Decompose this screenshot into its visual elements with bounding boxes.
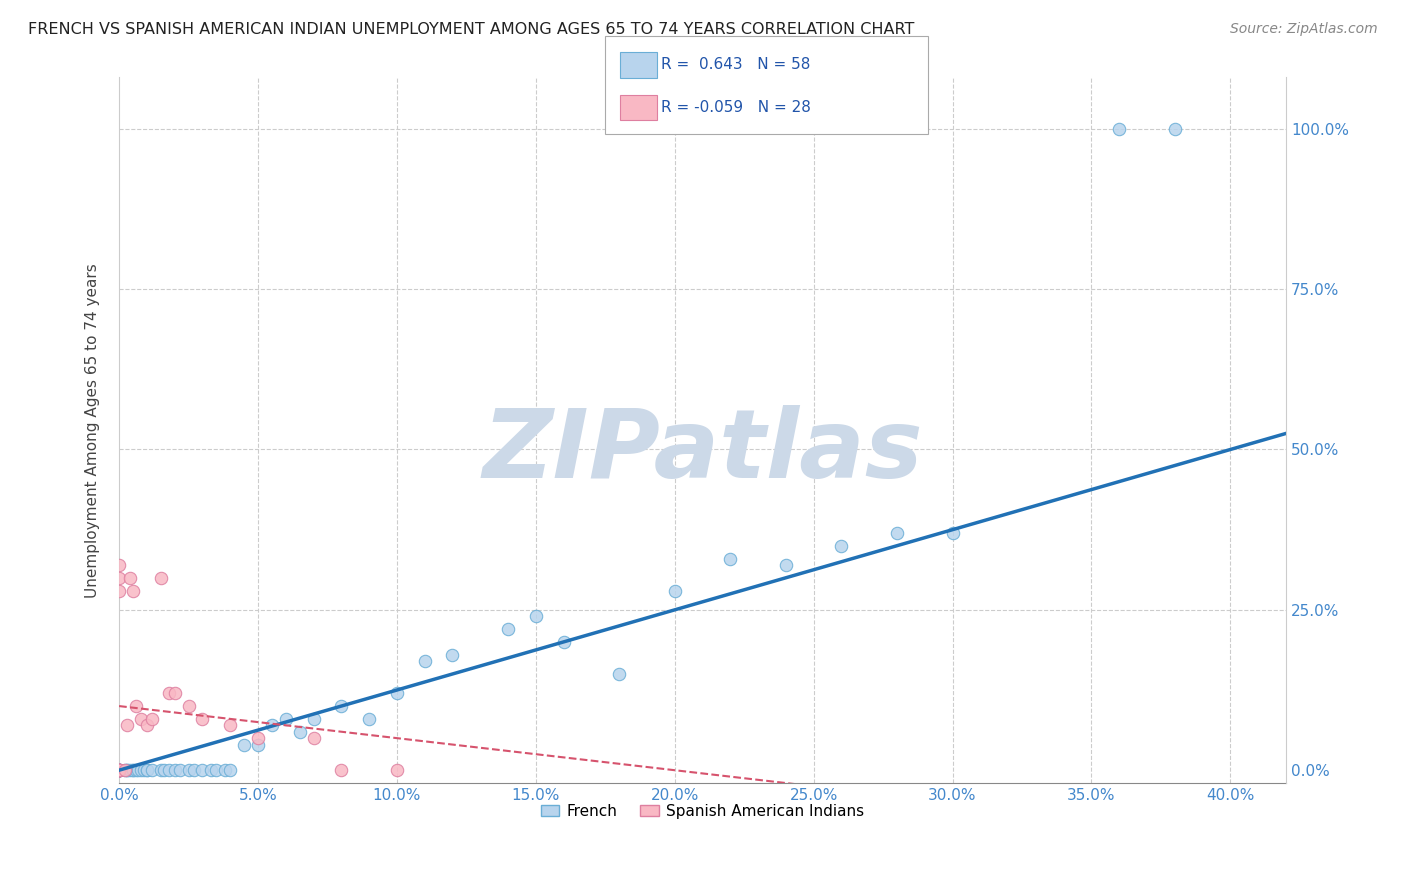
French [114,763,136,777]
Spanish American Indians [114,763,136,777]
French [135,763,157,777]
French [135,763,157,777]
French [524,609,547,624]
Y-axis label: Unemployment Among Ages 65 to 74 years: Unemployment Among Ages 65 to 74 years [86,263,100,598]
French [141,763,163,777]
French [120,763,142,777]
Spanish American Indians [129,712,152,726]
French [496,622,519,636]
Spanish American Indians [108,583,131,598]
French [886,525,908,540]
French [302,712,325,726]
French [108,763,131,777]
French [122,763,145,777]
French [129,763,152,777]
French [152,763,174,777]
French [413,654,436,668]
French [219,763,242,777]
French [288,724,311,739]
French [108,763,131,777]
Text: FRENCH VS SPANISH AMERICAN INDIAN UNEMPLOYMENT AMONG AGES 65 TO 74 YEARS CORRELA: FRENCH VS SPANISH AMERICAN INDIAN UNEMPL… [28,22,914,37]
Spanish American Indians [385,763,408,777]
Text: Source: ZipAtlas.com: Source: ZipAtlas.com [1230,22,1378,37]
French [128,763,150,777]
Spanish American Indians [108,763,131,777]
Spanish American Indians [120,571,142,585]
French [108,763,131,777]
French [108,763,131,777]
Legend: French, Spanish American Indians: French, Spanish American Indians [534,797,870,825]
French [163,763,186,777]
Spanish American Indians [108,763,131,777]
French [183,763,205,777]
Text: R =  0.643   N = 58: R = 0.643 N = 58 [661,57,810,71]
French [260,718,283,732]
French [553,635,575,649]
French [157,763,180,777]
French [149,763,172,777]
Spanish American Indians [125,699,148,714]
French [108,763,131,777]
Text: ZIPatlas: ZIPatlas [482,405,922,498]
French [246,738,269,752]
Spanish American Indians [108,763,131,777]
Spanish American Indians [157,686,180,700]
French [108,763,131,777]
Spanish American Indians [219,718,242,732]
Spanish American Indians [122,583,145,598]
French [108,763,131,777]
French [117,763,139,777]
French [177,763,200,777]
Spanish American Indians [108,571,131,585]
Spanish American Indians [163,686,186,700]
Text: R = -0.059   N = 28: R = -0.059 N = 28 [661,100,811,114]
Spanish American Indians [177,699,200,714]
Spanish American Indians [135,718,157,732]
French [205,763,228,777]
French [718,551,741,566]
Spanish American Indians [117,718,139,732]
French [108,763,131,777]
French [941,525,963,540]
French [359,712,381,726]
Spanish American Indians [141,712,163,726]
Spanish American Indians [108,763,131,777]
French [1108,121,1130,136]
French [108,763,131,777]
French [830,539,852,553]
French [664,583,686,598]
French [108,763,131,777]
French [117,763,139,777]
French [169,763,191,777]
French [274,712,297,726]
French [775,558,797,572]
French [191,763,214,777]
Spanish American Indians [149,571,172,585]
French [200,763,222,777]
French [125,763,148,777]
French [233,738,256,752]
French [1164,121,1187,136]
Spanish American Indians [108,763,131,777]
French [122,763,145,777]
French [330,699,353,714]
French [385,686,408,700]
Spanish American Indians [191,712,214,726]
Spanish American Indians [302,731,325,746]
Spanish American Indians [108,763,131,777]
Spanish American Indians [108,763,131,777]
Spanish American Indians [246,731,269,746]
French [441,648,464,662]
French [132,763,155,777]
Spanish American Indians [330,763,353,777]
French [214,763,236,777]
Spanish American Indians [108,558,131,572]
French [607,667,630,681]
